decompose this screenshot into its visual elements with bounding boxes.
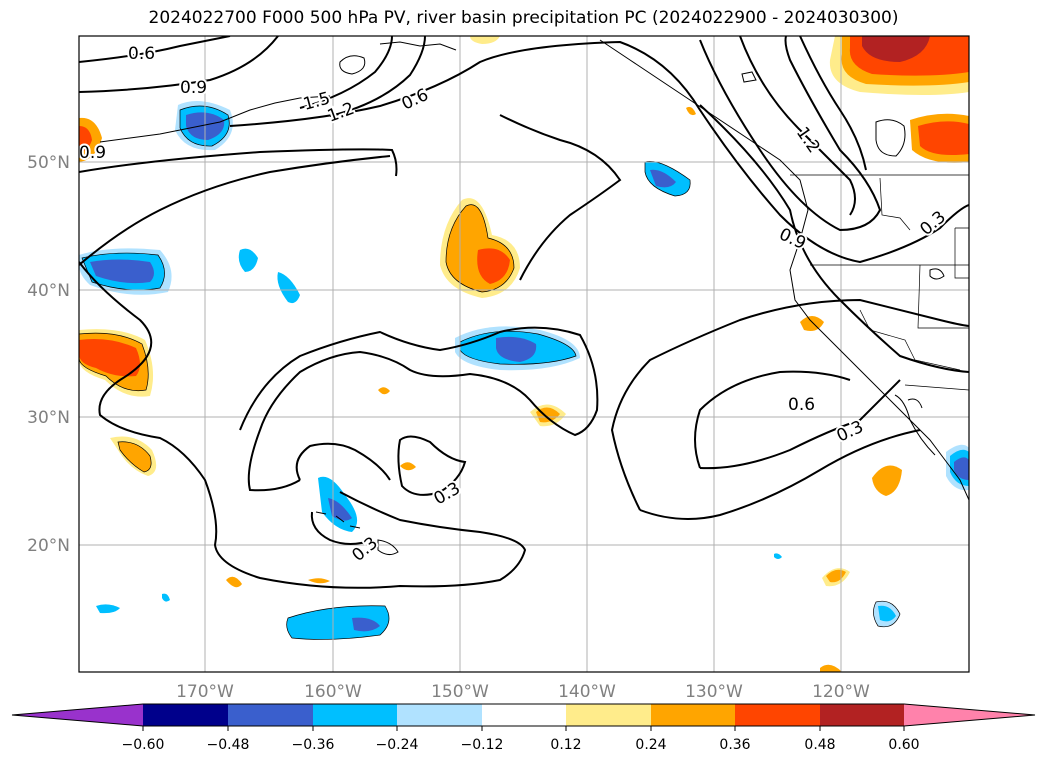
colorbar-tick-label: −0.24: [376, 737, 419, 753]
colorbar-tick-label: 0.12: [550, 737, 581, 753]
map-frame: [78, 35, 970, 673]
colorbar-segment: [820, 704, 904, 726]
colorbar-segment: [735, 704, 820, 726]
contour-label: 0.6: [128, 44, 155, 64]
colorbar-tick-label: 0.36: [719, 737, 750, 753]
contour-label: 0.6: [788, 395, 815, 415]
colorbar-tick-label: −0.60: [122, 737, 165, 753]
lon-label-150w: 150°W: [431, 682, 489, 702]
gridlines: [79, 36, 969, 672]
lat-label-30n: 30°N: [27, 408, 70, 428]
colorbar-extend-max: [904, 704, 1035, 726]
colorbar-tick-label: −0.36: [292, 737, 335, 753]
borders: [790, 174, 969, 391]
lat-label-50n: 50°N: [27, 153, 70, 173]
longitude-labels: 170°W 160°W 150°W 140°W 130°W 120°W: [176, 682, 870, 702]
lon-label-130w: 130°W: [685, 682, 743, 702]
colorbar-tick-label: 0.60: [888, 737, 919, 753]
colorbar-segment: [313, 704, 397, 726]
colorbar-segment: [397, 704, 482, 726]
lat-label-20n: 20°N: [27, 536, 70, 556]
colorbar-tick-label: −0.48: [207, 737, 250, 753]
colorbar-tick-label: 0.24: [635, 737, 666, 753]
colorbar-segment: [143, 704, 228, 726]
colorbar-tick-label: 0.48: [804, 737, 835, 753]
lon-label-140w: 140°W: [558, 682, 616, 702]
contour-label: 0.9: [79, 143, 106, 163]
map-content: 0.6 0.9 1.5 1.2 0.6 0.9 1.2 0.9 0.3 0.6 …: [79, 36, 969, 672]
colorbar-tick-label: −0.12: [461, 737, 504, 753]
pv-contours: [79, 36, 969, 589]
latitude-labels: 50°N 40°N 30°N 20°N: [27, 153, 70, 556]
colorbar-extend-min: [12, 704, 143, 726]
colorbar: −0.60 −0.48 −0.36 −0.24 −0.12 0.12 0.24 …: [11, 703, 1036, 753]
precip-shading: [79, 36, 969, 672]
lon-label-170w: 170°W: [176, 682, 234, 702]
contour-label: 0.9: [180, 78, 207, 98]
lon-label-120w: 120°W: [812, 682, 870, 702]
map-title: 2024022700 F000 500 hPa PV, river basin …: [148, 8, 899, 28]
lat-label-40n: 40°N: [27, 281, 70, 301]
colorbar-segment: [228, 704, 313, 726]
colorbar-segment: [651, 704, 735, 726]
lon-label-160w: 160°W: [304, 682, 362, 702]
colorbar-segment: [482, 704, 566, 726]
colorbar-segment: [566, 704, 651, 726]
